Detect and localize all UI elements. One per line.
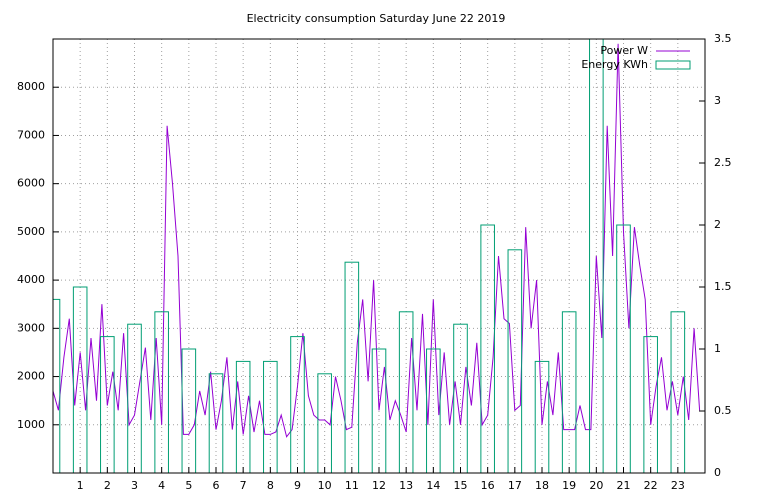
energy-box <box>616 224 631 473</box>
energy-box <box>371 348 387 473</box>
x-tick-label: 2 <box>104 479 111 492</box>
plot-area <box>53 39 701 473</box>
x-tick-label: 22 <box>644 479 658 492</box>
x-tick-label: 12 <box>372 479 386 492</box>
x-tick-label: 17 <box>508 479 522 492</box>
y2-tick-label: 3 <box>714 94 721 107</box>
x-tick-label: 1 <box>77 479 84 492</box>
legend-label: Energy KWh <box>581 58 648 71</box>
y-tick-label: 6000 <box>17 177 45 190</box>
x-tick-label: 7 <box>240 479 247 492</box>
y2-tick-label: 1.5 <box>714 280 732 293</box>
x-tick-label: 11 <box>345 479 359 492</box>
y-tick-label: 5000 <box>17 225 45 238</box>
x-tick-label: 21 <box>617 479 631 492</box>
energy-box <box>72 286 88 473</box>
chart-title: Electricity consumption Saturday June 22… <box>247 12 506 25</box>
x-tick-label: 23 <box>671 479 685 492</box>
energy-box <box>426 348 441 473</box>
energy-box <box>181 348 197 473</box>
energy-box <box>453 323 468 473</box>
legend-label: Power W <box>600 44 648 57</box>
x-tick-label: 20 <box>589 479 603 492</box>
x-tick-label: 18 <box>535 479 549 492</box>
y2-tick-label: 3.5 <box>714 32 732 45</box>
plot-border <box>52 38 706 474</box>
y-tick-label: 1000 <box>17 418 45 431</box>
x-tick-label: 13 <box>399 479 413 492</box>
energy-box <box>507 249 523 473</box>
x-tick-label: 9 <box>294 479 301 492</box>
energy-box <box>290 336 305 473</box>
y2-tick-label: 1 <box>714 342 721 355</box>
energy-box <box>100 336 115 473</box>
x-tick-label: 8 <box>267 479 274 492</box>
legend-swatch <box>655 60 691 70</box>
energy-box <box>263 360 278 473</box>
y-tick-label: 7000 <box>17 128 45 141</box>
y-tick-label: 3000 <box>17 321 45 334</box>
x-tick-label: 14 <box>426 479 440 492</box>
x-tick-label: 4 <box>158 479 165 492</box>
x-tick-label: 19 <box>562 479 576 492</box>
power-line <box>53 43 701 438</box>
x-tick-label: 5 <box>185 479 192 492</box>
y2-tick-label: 2 <box>714 218 721 231</box>
energy-box <box>53 298 61 473</box>
y2-tick-label: 2.5 <box>714 156 732 169</box>
y-tick-label: 8000 <box>17 80 45 93</box>
x-tick-label: 3 <box>131 479 138 492</box>
energy-box <box>344 261 360 473</box>
x-tick-label: 15 <box>454 479 468 492</box>
energy-box <box>480 224 495 473</box>
y2-tick-label: 0.5 <box>714 404 732 417</box>
energy-box <box>643 336 658 473</box>
x-tick-label: 10 <box>318 479 332 492</box>
x-tick-label: 16 <box>481 479 495 492</box>
energy-box <box>235 360 251 473</box>
y-tick-label: 2000 <box>17 370 45 383</box>
y2-tick-label: 0 <box>714 466 721 479</box>
x-tick-label: 6 <box>213 479 220 492</box>
y-tick-label: 4000 <box>17 273 45 286</box>
energy-box <box>127 323 142 473</box>
